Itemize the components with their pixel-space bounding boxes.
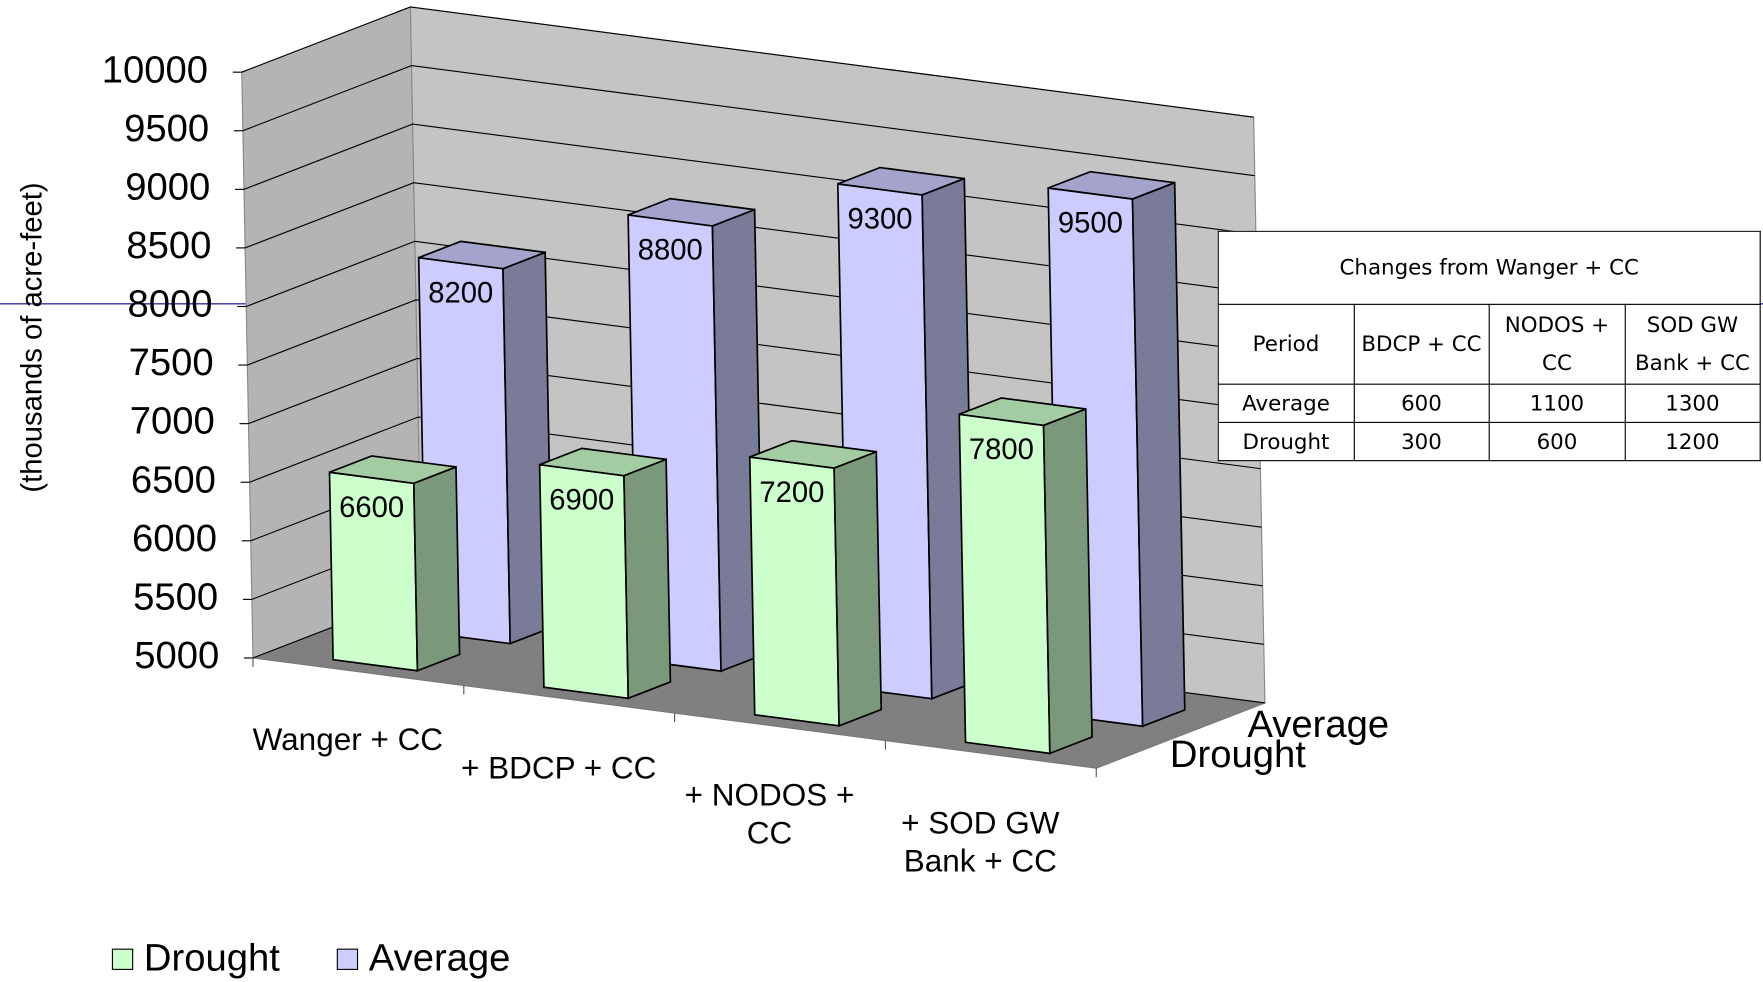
table-row: Period BDCP + CC NODOS + CC SOD GW Bank + C… — [1217, 303, 1761, 385]
value-label: 9300 — [847, 204, 912, 236]
bar — [328, 455, 461, 672]
x-label-wrap: + BDCP + CC — [460, 749, 657, 785]
legend-label: Average — [369, 937, 511, 980]
bar-side — [1042, 407, 1093, 755]
y-tick-label: 9500 — [124, 107, 209, 150]
bar — [748, 439, 883, 728]
depth-label: Average — [1247, 703, 1389, 746]
bar-side — [623, 458, 672, 700]
grid-line — [246, 240, 1259, 353]
table-row: Drought 300 600 1200 — [1217, 421, 1761, 462]
table-cell: 600 — [1488, 421, 1626, 462]
bar-side — [1131, 181, 1186, 728]
bar-top — [627, 197, 755, 227]
x-label-wrap: Wanger + CC — [252, 722, 444, 757]
table-cell: 1200 — [1624, 421, 1761, 462]
grid-line — [241, 6, 1254, 118]
grid-line — [247, 299, 1260, 411]
value-label: 7200 — [759, 477, 824, 509]
bar-top — [1047, 170, 1175, 200]
y-tick-label: 7000 — [130, 400, 215, 443]
bar-side — [412, 465, 461, 672]
x-tick-label: Wanger + CC — [252, 722, 444, 757]
table-cell: Period — [1217, 303, 1355, 385]
bar-top — [539, 447, 667, 477]
legend-label: Drought — [144, 937, 280, 980]
legend-swatch — [336, 948, 359, 970]
depth-label: Drought — [1170, 733, 1306, 776]
bar — [958, 397, 1093, 755]
bar — [538, 447, 672, 700]
y-tick-label: 6000 — [132, 517, 217, 560]
table-cell: 1300 — [1624, 383, 1761, 423]
bar — [1047, 170, 1186, 728]
y-tick-label: 7500 — [129, 341, 214, 384]
table-cell: Changes from Wanger + CC — [1217, 230, 1761, 305]
changes-table: Changes from Wanger + CC Period BDCP + CC N… — [1217, 230, 1761, 462]
table-cell: Drought — [1217, 421, 1355, 462]
y-tick-label: 5000 — [134, 634, 219, 677]
table-cell: Average — [1217, 383, 1355, 423]
y-axis-label: (thousands of acre-feet) — [16, 182, 48, 492]
table-row: Changes from Wanger + CC — [1217, 230, 1761, 305]
y-tick-label: 10000 — [102, 48, 208, 91]
value-label: 8800 — [638, 235, 703, 267]
table-row: Average 600 1100 1300 — [1217, 383, 1761, 423]
bar-side — [833, 450, 883, 728]
y-tick-label: 8500 — [126, 224, 211, 267]
table-cell: 300 — [1353, 421, 1490, 462]
bar-top — [418, 240, 546, 270]
grid-line — [242, 64, 1255, 177]
value-label: 8200 — [428, 277, 493, 309]
table-cell: NODOS + CC — [1488, 303, 1626, 385]
y-tick-label: 9000 — [125, 165, 210, 208]
x-tick-label: + NODOS + CC — [684, 777, 855, 851]
value-label: 6900 — [549, 484, 614, 516]
legend-swatch — [111, 948, 134, 970]
value-label: 7800 — [969, 434, 1034, 466]
bar-top — [837, 166, 965, 196]
value-label: 6600 — [339, 492, 404, 524]
y-tick-label: 8000 — [127, 283, 212, 326]
table-container: Changes from Wanger + CC Period BDCP + CC N… — [1217, 230, 1763, 462]
x-label-wrap: + SOD GW Bank + CC — [901, 804, 1060, 878]
x-tick-label: + SOD GW Bank + CC — [901, 804, 1060, 878]
value-label: 9500 — [1058, 208, 1123, 240]
table-cell: 1100 — [1488, 383, 1626, 423]
bar-top — [749, 439, 877, 469]
x-tick-label: + BDCP + CC — [460, 749, 657, 785]
x-label-wrap: + NODOS + CC — [684, 777, 855, 851]
table-cell: SOD GW Bank + CC — [1624, 303, 1761, 385]
grid-line — [244, 182, 1258, 294]
table-cell: BDCP + CC — [1353, 303, 1490, 385]
y-tick-label: 6500 — [131, 458, 216, 501]
bar-top — [329, 455, 457, 485]
y-tick-label: 5500 — [133, 575, 218, 618]
grid-line — [243, 123, 1256, 235]
table-cell: 600 — [1353, 383, 1490, 423]
bar-top — [958, 397, 1087, 427]
